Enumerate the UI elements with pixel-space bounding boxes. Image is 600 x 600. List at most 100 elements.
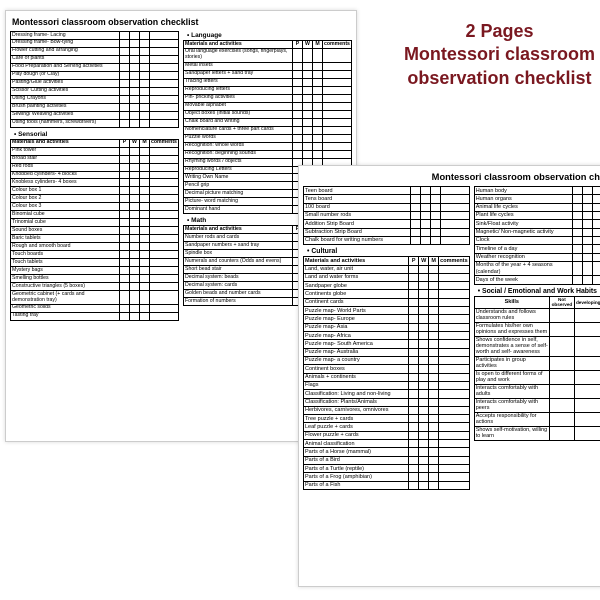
item-name: Animal life cycles (474, 203, 573, 211)
check-cell (120, 179, 130, 187)
check-cell (130, 203, 140, 211)
check-cell (593, 211, 600, 219)
check-cell (140, 103, 150, 111)
check-cell (313, 78, 323, 86)
check-cell (293, 48, 303, 62)
check-cell (120, 243, 130, 251)
check-cell (419, 315, 429, 323)
item-name: Metal insets (184, 62, 293, 70)
check-cell (409, 332, 419, 340)
item-name: Colour box 3 (11, 203, 120, 211)
check-cell (439, 381, 470, 389)
table-row: Puzzle map- Europe (304, 315, 470, 323)
check-cell (150, 155, 179, 163)
check-cell (323, 102, 352, 110)
item-name: Subtraction Strip Board (304, 228, 411, 236)
check-cell (419, 323, 429, 331)
table-row: Plant life cycles (474, 211, 600, 219)
check-cell (429, 315, 439, 323)
check-cell (313, 86, 323, 94)
check-cell (150, 227, 179, 235)
table-row: Accepts responsibility for actions (474, 412, 600, 426)
table-row: Flower puzzle + cards (304, 431, 470, 439)
item-name: Short bead stair (184, 266, 293, 274)
check-cell (140, 87, 150, 95)
skill-name: Understands and follows classroom rules (474, 308, 549, 322)
check-cell (120, 251, 130, 259)
check-cell (130, 304, 140, 312)
check-cell (150, 179, 179, 187)
table-row: Broad stair (11, 155, 179, 163)
check-cell (130, 95, 140, 103)
table-row: Classification: Living and non-living (304, 390, 470, 398)
check-cell (140, 171, 150, 179)
check-cell (429, 373, 439, 381)
item-name: Movable alphabet (184, 102, 293, 110)
check-cell (120, 227, 130, 235)
check-cell (573, 228, 583, 236)
check-cell (409, 298, 419, 306)
check-cell (593, 245, 600, 253)
check-cell (440, 211, 469, 219)
overlay-line3: observation checklist (404, 67, 595, 90)
check-cell (293, 110, 303, 118)
check-cell (573, 195, 583, 203)
check-cell (303, 78, 313, 86)
check-cell (140, 79, 150, 87)
check-cell (130, 63, 140, 71)
table-row: Pin- pricking activities (184, 94, 352, 102)
item-name: Parts of a Bird (304, 456, 409, 464)
check-cell (120, 259, 130, 267)
check-cell (419, 381, 429, 389)
check-cell (439, 265, 470, 273)
check-cell (150, 267, 179, 275)
check-cell (439, 356, 470, 364)
item-name: Brush painting activities (11, 103, 120, 111)
check-cell (130, 119, 140, 127)
table-row: Classification: Plants/Animals (304, 398, 470, 406)
check-cell (593, 195, 600, 203)
table-row: Puzzle map- Africa (304, 332, 470, 340)
check-cell (439, 348, 470, 356)
check-cell (409, 307, 419, 315)
check-cell (573, 253, 583, 261)
check-cell (120, 275, 130, 283)
table-row: Red rods (11, 163, 179, 171)
check-cell (409, 265, 419, 273)
table-row: Rough and smooth board (11, 243, 179, 251)
item-name: Magnetic/ Non-magnetic activity (474, 228, 573, 236)
item-name: Binomial cube (11, 211, 120, 219)
check-cell (140, 243, 150, 251)
check-cell (409, 390, 419, 398)
check-cell (130, 32, 140, 40)
check-cell (429, 398, 439, 406)
check-cell (409, 282, 419, 290)
table-row: Sandpaper letters + sand tray (184, 70, 352, 78)
table-row: Using Crayons (11, 95, 179, 103)
item-name: Broad stair (11, 155, 120, 163)
check-cell (130, 79, 140, 87)
check-cell (583, 245, 593, 253)
check-cell (429, 307, 439, 315)
col-materials: Materials and activities (11, 139, 120, 147)
check-cell (323, 150, 352, 158)
table-row: Binomial cube (11, 211, 179, 219)
check-cell (429, 448, 439, 456)
overlay-title: 2 Pages Montessori classroom observation… (404, 20, 595, 90)
check-cell (130, 243, 140, 251)
check-cell (313, 134, 323, 142)
table-row: Shows confidence in self, demonstrates a… (474, 336, 600, 356)
skills-col: Skills (474, 296, 549, 308)
check-cell (439, 290, 470, 298)
check-cell (323, 78, 352, 86)
check-cell (439, 415, 470, 423)
check-cell (140, 111, 150, 119)
item-name: Colour box 2 (11, 195, 120, 203)
table-row: Continent cards (304, 298, 470, 306)
check-cell (140, 147, 150, 155)
check-cell (419, 373, 429, 381)
table-row: Subtraction Strip Board (304, 228, 470, 236)
table-row: Tree puzzle + cards (304, 415, 470, 423)
check-cell (430, 211, 440, 219)
check-cell (429, 265, 439, 273)
